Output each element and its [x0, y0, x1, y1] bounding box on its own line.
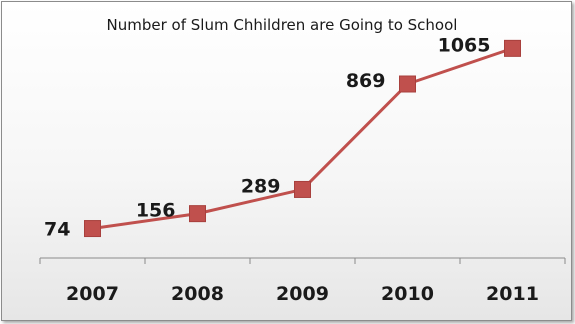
data-point-2011 — [504, 39, 521, 57]
chart-title: Number of Slum Chhildren are Going to Sc… — [107, 16, 458, 34]
x-tick-label-2008: 2008 — [171, 283, 224, 305]
data-point-2009 — [294, 180, 311, 198]
data-point-2008 — [189, 205, 206, 223]
x-tick-labels: 2007 2008 2009 2010 2011 — [66, 283, 539, 305]
series-markers — [84, 39, 521, 238]
data-label-2011: 1065 — [438, 34, 491, 56]
data-point-2010 — [399, 75, 416, 93]
x-axis — [39, 257, 566, 264]
data-label-2010: 869 — [346, 70, 386, 92]
data-labels: 74 156 289 869 1065 — [44, 34, 490, 240]
data-point-2007 — [84, 220, 101, 238]
x-tick-label-2007: 2007 — [66, 283, 119, 305]
data-label-2009: 289 — [241, 175, 281, 197]
data-label-2007: 74 — [44, 219, 70, 241]
x-tick-label-2011: 2011 — [486, 283, 539, 305]
x-tick-label-2010: 2010 — [381, 283, 434, 305]
data-label-2008: 156 — [136, 200, 176, 222]
x-tick-label-2009: 2009 — [276, 283, 329, 305]
